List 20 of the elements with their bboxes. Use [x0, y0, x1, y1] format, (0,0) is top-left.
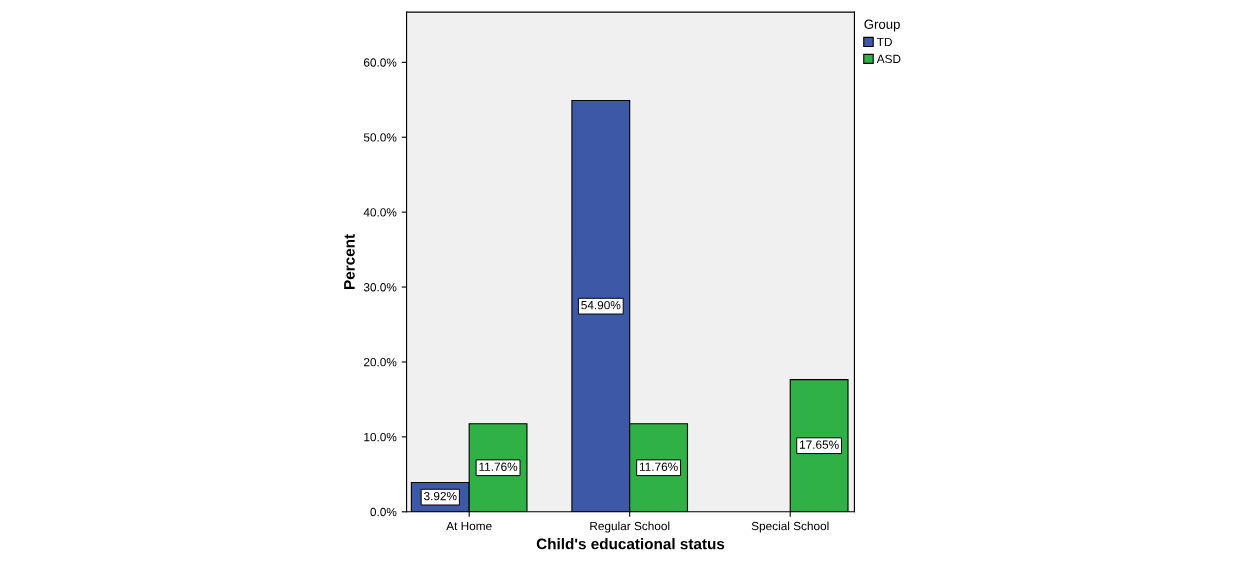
data-label: 17.65% [800, 440, 839, 449]
legend-label: ASD [876, 54, 901, 64]
data-label: 3.92% [424, 491, 457, 501]
x-tick-label: At Home [446, 521, 492, 531]
x-axis-title: Child's educational status [536, 538, 725, 550]
data-label: 11.76% [479, 462, 518, 471]
y-tick-label: 0.0% [370, 507, 397, 517]
legend-title: Group [864, 19, 900, 32]
data-label: 54.90% [581, 300, 621, 310]
y-axis-title: Percent [344, 234, 355, 289]
y-tick-label: 10.0% [364, 432, 397, 442]
y-tick-label: 30.0% [363, 283, 397, 292]
y-tick-label: 40.0% [363, 208, 397, 217]
x-tick-label: Special School [751, 521, 829, 533]
legend-label: TD [877, 37, 892, 47]
x-tick-label: Regular School [590, 521, 670, 533]
y-tick-label: 20.0% [363, 358, 397, 367]
y-tick-label: 60.0% [363, 58, 397, 67]
y-tick-label: 50.0% [363, 133, 397, 142]
data-label: 11.76% [639, 462, 678, 471]
